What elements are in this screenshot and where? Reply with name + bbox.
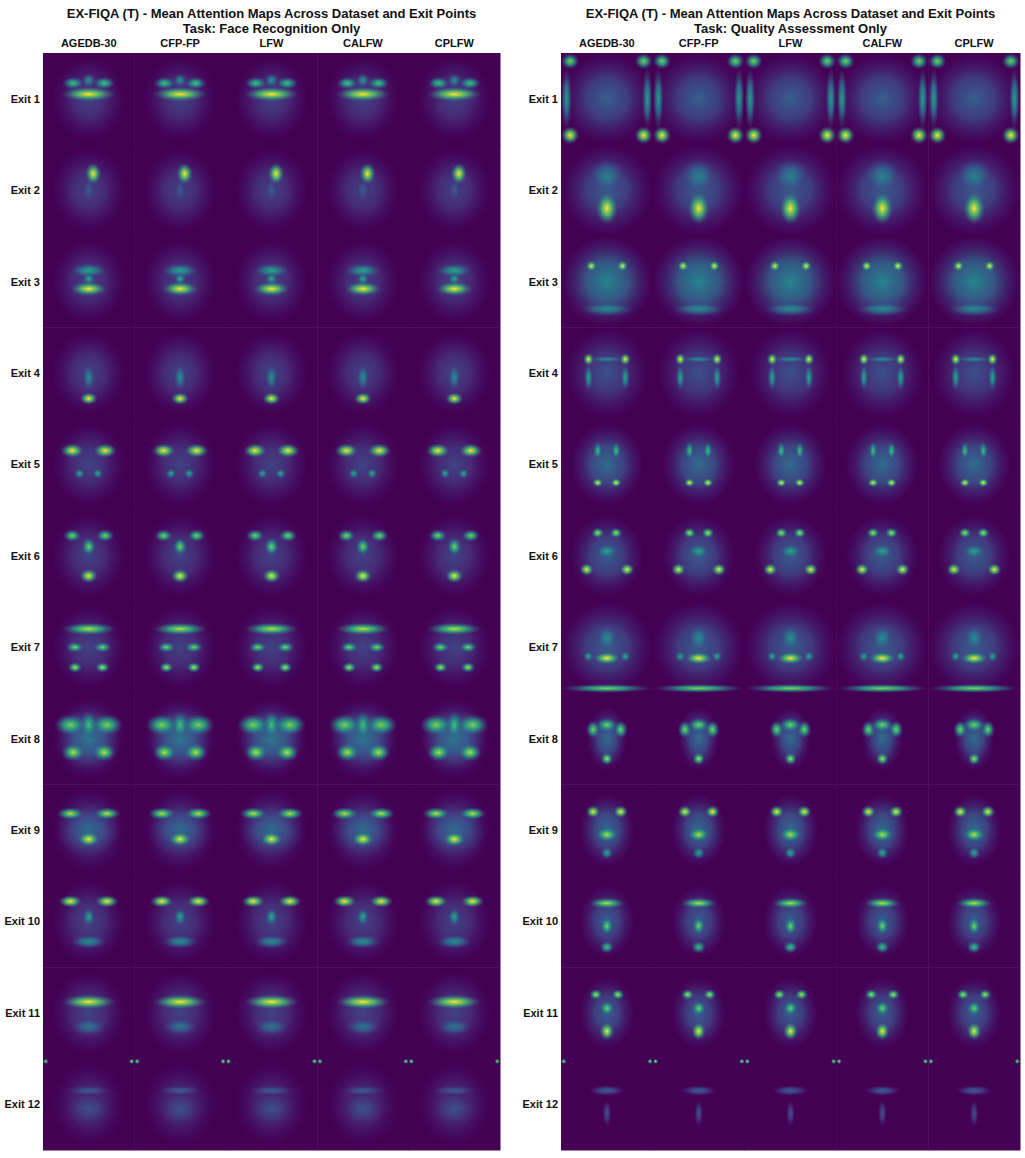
- svg-text:LFW: LFW: [779, 37, 803, 49]
- svg-text:CALFW: CALFW: [862, 37, 902, 49]
- svg-text:Exit 11: Exit 11: [523, 1007, 558, 1019]
- svg-text:Exit 10: Exit 10: [523, 915, 558, 927]
- svg-text:AGEDB-30: AGEDB-30: [61, 37, 117, 49]
- svg-text:CALFW: CALFW: [343, 37, 383, 49]
- svg-text:Exit 4: Exit 4: [11, 367, 41, 379]
- svg-text:Exit 12: Exit 12: [5, 1098, 40, 1110]
- svg-text:Exit 2: Exit 2: [11, 184, 40, 196]
- svg-text:EX-FIQA (T) - Mean Attention M: EX-FIQA (T) - Mean Attention Maps Across…: [67, 6, 477, 21]
- svg-text:Exit 9: Exit 9: [529, 824, 558, 836]
- svg-text:Exit 3: Exit 3: [11, 276, 40, 288]
- svg-text:Exit 11: Exit 11: [5, 1007, 40, 1019]
- svg-text:Exit 6: Exit 6: [529, 550, 558, 562]
- svg-text:Exit 8: Exit 8: [11, 733, 40, 745]
- svg-text:Task: Quality Assessment Only: Task: Quality Assessment Only: [694, 21, 888, 36]
- svg-text:CPLFW: CPLFW: [955, 37, 995, 49]
- svg-text:Task: Face Recognition Only: Task: Face Recognition Only: [183, 21, 361, 36]
- svg-text:CPLFW: CPLFW: [435, 37, 475, 49]
- svg-text:Exit 9: Exit 9: [11, 824, 40, 836]
- svg-text:Exit 5: Exit 5: [11, 458, 40, 470]
- svg-text:Exit 5: Exit 5: [529, 458, 558, 470]
- svg-text:LFW: LFW: [260, 37, 284, 49]
- svg-text:Exit 1: Exit 1: [11, 93, 40, 105]
- svg-text:Exit 2: Exit 2: [529, 184, 558, 196]
- svg-text:Exit 7: Exit 7: [11, 641, 40, 653]
- svg-text:Exit 6: Exit 6: [11, 550, 40, 562]
- svg-text:CFP-FP: CFP-FP: [679, 37, 719, 49]
- svg-text:CFP-FP: CFP-FP: [160, 37, 200, 49]
- svg-text:Exit 8: Exit 8: [529, 733, 558, 745]
- svg-text:Exit 12: Exit 12: [523, 1098, 558, 1110]
- svg-text:Exit 7: Exit 7: [529, 641, 558, 653]
- svg-text:Exit 1: Exit 1: [529, 93, 558, 105]
- svg-text:Exit 3: Exit 3: [529, 276, 558, 288]
- svg-text:Exit 4: Exit 4: [529, 367, 559, 379]
- svg-text:Exit 10: Exit 10: [5, 915, 40, 927]
- svg-text:EX-FIQA (T) - Mean Attention M: EX-FIQA (T) - Mean Attention Maps Across…: [586, 6, 996, 21]
- svg-text:AGEDB-30: AGEDB-30: [579, 37, 635, 49]
